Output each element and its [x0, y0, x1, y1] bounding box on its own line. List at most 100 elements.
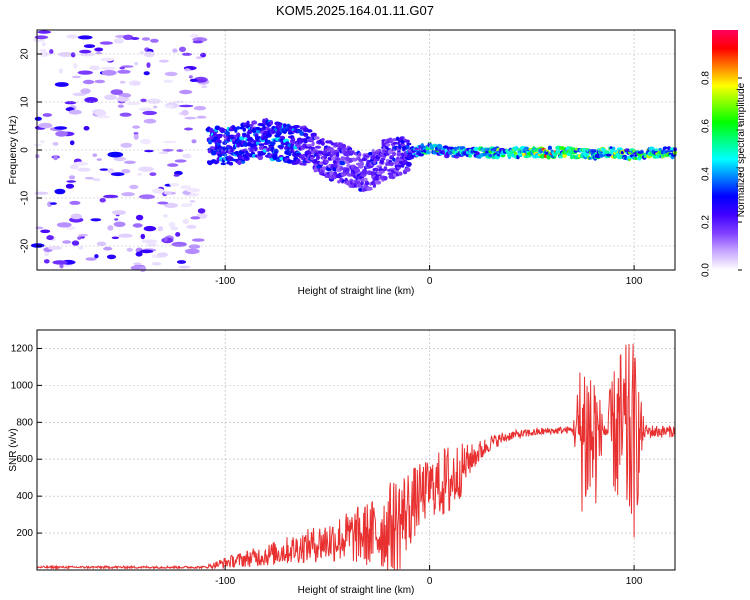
- heat-cell: [172, 48, 178, 53]
- heat-cell: [286, 159, 293, 164]
- x-tick-label: -100: [215, 576, 235, 587]
- heat-cell: [303, 132, 309, 137]
- heat-cell: [178, 104, 194, 108]
- heat-cell: [158, 151, 169, 155]
- x-tick-label: 0: [427, 276, 433, 287]
- heat-cell: [132, 223, 143, 228]
- heat-cell: [114, 218, 119, 221]
- heat-cell: [294, 125, 301, 128]
- heat-cell: [111, 236, 120, 240]
- heat-cell: [99, 41, 113, 45]
- heat-cell: [78, 246, 84, 250]
- heat-cell: [66, 180, 76, 183]
- heat-cell: [236, 160, 242, 166]
- y-tick-label: -20: [20, 238, 31, 253]
- heat-cell: [142, 110, 157, 116]
- heat-cell: [143, 71, 150, 76]
- heat-cell: [94, 47, 104, 52]
- heat-cell: [80, 88, 91, 94]
- heat-cell: [159, 59, 169, 63]
- colorbar: 0.0 0.2 0.4 0.6 0.8 Normalized spectral ampl…: [701, 30, 747, 277]
- heat-cell: [43, 252, 50, 257]
- heat-cell: [383, 176, 388, 181]
- heat-cell: [163, 79, 174, 84]
- spectrogram-gridlines: [37, 30, 675, 270]
- heat-cell: [269, 120, 274, 126]
- heat-cell: [347, 147, 353, 151]
- heat-cell: [182, 153, 192, 159]
- heat-cell: [94, 79, 106, 84]
- heat-cell: [64, 101, 77, 105]
- heat-cell: [453, 146, 457, 152]
- snr-panel: -100 0 100 200 400 600 800 1000 1200 Height of s…: [8, 329, 676, 596]
- heat-cell: [135, 251, 143, 257]
- heat-cell: [54, 188, 66, 195]
- heat-cell: [197, 208, 206, 214]
- y-tick-label: -10: [20, 190, 31, 205]
- heat-cell: [157, 201, 169, 205]
- heat-cell: [144, 149, 154, 153]
- heat-cell: [162, 214, 168, 218]
- heat-cell: [282, 123, 287, 128]
- heat-cell: [129, 184, 139, 190]
- heat-cell: [324, 159, 329, 164]
- y-tick-label: 400: [16, 491, 33, 502]
- heat-cell: [77, 236, 82, 240]
- heat-cell: [151, 262, 162, 266]
- heat-cell: [396, 151, 402, 157]
- heat-cell: [269, 141, 276, 146]
- heat-cell: [54, 82, 69, 87]
- heat-cell: [106, 254, 117, 260]
- heat-cell: [58, 52, 74, 57]
- heat-cell: [265, 132, 272, 138]
- heat-cell: [69, 140, 75, 146]
- heat-cell: [255, 140, 260, 146]
- heat-cell: [99, 168, 109, 171]
- heat-cell: [306, 143, 313, 147]
- y-tick-label: 1000: [11, 380, 34, 391]
- heat-cell: [82, 79, 95, 85]
- heat-cell: [104, 94, 117, 101]
- heat-cell: [149, 172, 157, 177]
- heat-cell: [113, 221, 126, 228]
- heat-cell: [368, 151, 374, 156]
- heat-cell: [482, 152, 487, 157]
- heat-cell: [92, 178, 101, 182]
- heat-cell: [191, 139, 197, 144]
- heat-cell: [94, 254, 99, 259]
- heat-cell: [99, 197, 106, 203]
- heat-cell: [320, 141, 325, 146]
- heat-cell: [302, 162, 307, 166]
- heat-cell: [364, 181, 370, 186]
- heat-cell: [96, 241, 107, 246]
- heat-cell: [517, 148, 522, 152]
- heat-cell: [49, 49, 54, 54]
- heat-cell: [303, 139, 308, 144]
- y-tick-label: 800: [16, 417, 33, 428]
- heat-cell: [71, 240, 80, 246]
- heat-cell: [313, 136, 320, 140]
- heat-cell: [224, 130, 230, 136]
- heat-cell: [189, 33, 199, 38]
- heat-cell: [322, 166, 327, 171]
- y-tick-label: 0: [20, 147, 31, 153]
- heat-cell: [242, 127, 246, 132]
- heat-cell: [383, 166, 388, 172]
- heat-cell: [195, 56, 203, 60]
- heat-cell: [295, 158, 301, 163]
- heat-cell: [167, 163, 179, 167]
- heat-cell: [123, 160, 136, 164]
- heat-cell: [349, 150, 355, 154]
- heat-cell: [164, 71, 178, 77]
- heat-cell: [279, 146, 284, 150]
- heat-cell: [113, 38, 124, 44]
- heat-cell: [306, 129, 313, 133]
- heat-cell: [380, 157, 386, 161]
- heat-cell: [175, 232, 181, 237]
- heat-cell: [558, 155, 564, 159]
- heat-cell: [387, 149, 394, 155]
- heat-cell: [84, 97, 98, 103]
- heat-cell: [662, 146, 668, 150]
- heat-cell: [138, 107, 153, 112]
